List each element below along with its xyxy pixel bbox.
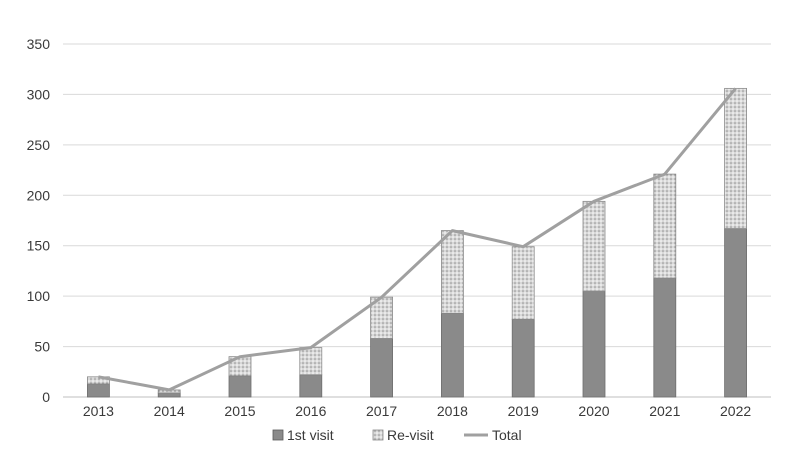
y-tick-label: 350 — [27, 36, 51, 52]
y-tick-label: 0 — [42, 389, 50, 405]
x-tick-label: 2019 — [508, 403, 539, 419]
bar-first-visit — [511, 318, 535, 398]
y-tick-label: 50 — [34, 339, 50, 355]
y-axis-ticks: 0 50 100 150 200 250 300 350 — [27, 36, 51, 405]
bar-first-visit — [87, 383, 110, 398]
bar-re-visit — [299, 347, 323, 376]
x-tick-label: 2016 — [295, 403, 326, 419]
bar-first-visit — [299, 374, 323, 398]
legend: 1st visit Re-visit Total — [272, 427, 522, 443]
legend-swatch-first-visit — [272, 429, 284, 441]
bar-first-visit — [724, 228, 747, 398]
gridlines — [63, 43, 771, 398]
x-tick-label: 2022 — [720, 403, 751, 419]
x-tick-label: 2021 — [649, 403, 680, 419]
y-tick-label: 150 — [27, 238, 51, 254]
bar-re-visit — [582, 200, 606, 292]
bar-re-visit — [511, 246, 535, 320]
x-tick-label: 2013 — [83, 403, 114, 419]
y-tick-label: 250 — [27, 137, 51, 153]
bar-first-visit — [653, 277, 677, 398]
bar-re-visit — [440, 230, 464, 314]
bar-first-visit — [440, 312, 464, 398]
bar-first-visit — [228, 375, 252, 398]
x-axis-ticks: 2013 2014 2015 2016 2017 2018 2019 2020 2021 2022 — [83, 403, 752, 419]
x-tick-label: 2015 — [224, 403, 255, 419]
series-line-total — [98, 87, 737, 392]
bar-re-visit — [653, 173, 677, 279]
bar-first-visit — [370, 338, 394, 398]
x-tick-label: 2014 — [154, 403, 185, 419]
legend-label-total: Total — [492, 427, 522, 443]
legend-label-re-visit: Re-visit — [387, 427, 434, 443]
total-line — [98, 87, 737, 392]
y-tick-label: 100 — [27, 288, 51, 304]
x-tick-label: 2018 — [437, 403, 468, 419]
y-tick-label: 200 — [27, 187, 51, 203]
x-tick-label: 2020 — [578, 403, 609, 419]
bar-first-visit — [157, 392, 181, 398]
legend-swatch-re-visit — [372, 429, 384, 441]
y-tick-label: 300 — [27, 86, 51, 102]
x-tick-label: 2017 — [366, 403, 397, 419]
bars — [87, 87, 747, 398]
bar-re-visit — [724, 87, 747, 229]
bar-first-visit — [582, 290, 606, 398]
legend-label-first-visit: 1st visit — [287, 427, 334, 443]
